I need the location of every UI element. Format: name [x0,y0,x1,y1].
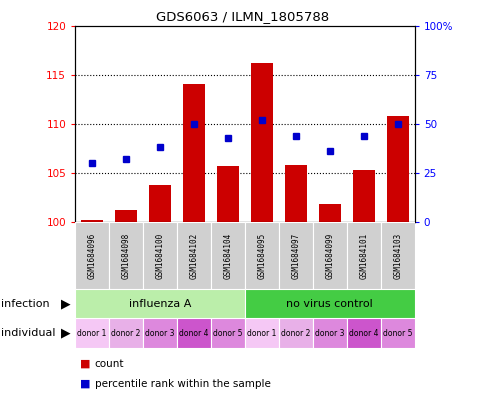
Text: GSM1684101: GSM1684101 [359,232,367,279]
Bar [109,318,143,348]
Bar [216,166,239,222]
Text: donor 5: donor 5 [213,329,242,338]
Text: ■: ■ [80,359,91,369]
Text: count: count [94,359,124,369]
Bar [346,318,380,348]
Text: GSM1684095: GSM1684095 [257,232,266,279]
Text: GSM1684099: GSM1684099 [325,232,333,279]
Bar [380,222,414,289]
Text: GSM1684100: GSM1684100 [155,232,164,279]
Bar [177,222,211,289]
Bar [278,318,312,348]
Bar [115,210,137,222]
Text: donor 3: donor 3 [145,329,174,338]
Bar [143,222,177,289]
Text: donor 1: donor 1 [77,329,106,338]
Bar [75,318,109,348]
Text: donor 2: donor 2 [281,329,310,338]
Bar [244,318,278,348]
Bar [244,222,278,289]
Bar [182,84,205,222]
Text: donor 5: donor 5 [382,329,411,338]
Bar [75,222,109,289]
Bar [312,318,346,348]
Bar [386,116,408,222]
Text: individual: individual [1,328,55,338]
Text: donor 2: donor 2 [111,329,140,338]
Bar [211,318,244,348]
Text: ■: ■ [80,379,91,389]
Text: donor 4: donor 4 [348,329,378,338]
Text: percentile rank within the sample: percentile rank within the sample [94,379,270,389]
Text: GSM1684098: GSM1684098 [121,232,130,279]
Text: donor 1: donor 1 [247,329,276,338]
Text: no virus control: no virus control [286,299,372,309]
Text: GSM1684104: GSM1684104 [223,232,232,279]
Bar [109,222,143,289]
Bar [278,222,312,289]
Text: donor 3: donor 3 [315,329,344,338]
Text: infection: infection [1,299,49,309]
Bar [380,318,414,348]
Text: GSM1684103: GSM1684103 [393,232,401,279]
Text: donor 4: donor 4 [179,329,208,338]
Bar [312,222,346,289]
Bar [352,170,374,222]
Text: ▶: ▶ [60,327,70,340]
Text: influenza A: influenza A [129,299,191,309]
Text: GSM1684097: GSM1684097 [291,232,300,279]
Bar [284,165,306,222]
Text: ▶: ▶ [60,297,70,310]
Bar [149,185,171,222]
Bar [177,318,211,348]
Bar [75,289,244,318]
Bar [211,222,244,289]
Bar [143,318,177,348]
Text: GSM1684102: GSM1684102 [189,232,198,279]
Bar [318,204,340,222]
Bar [346,222,380,289]
Text: GDS6063 / ILMN_1805788: GDS6063 / ILMN_1805788 [156,10,328,23]
Bar [81,220,103,222]
Text: GSM1684096: GSM1684096 [88,232,96,279]
Bar [244,289,414,318]
Bar [250,63,272,222]
